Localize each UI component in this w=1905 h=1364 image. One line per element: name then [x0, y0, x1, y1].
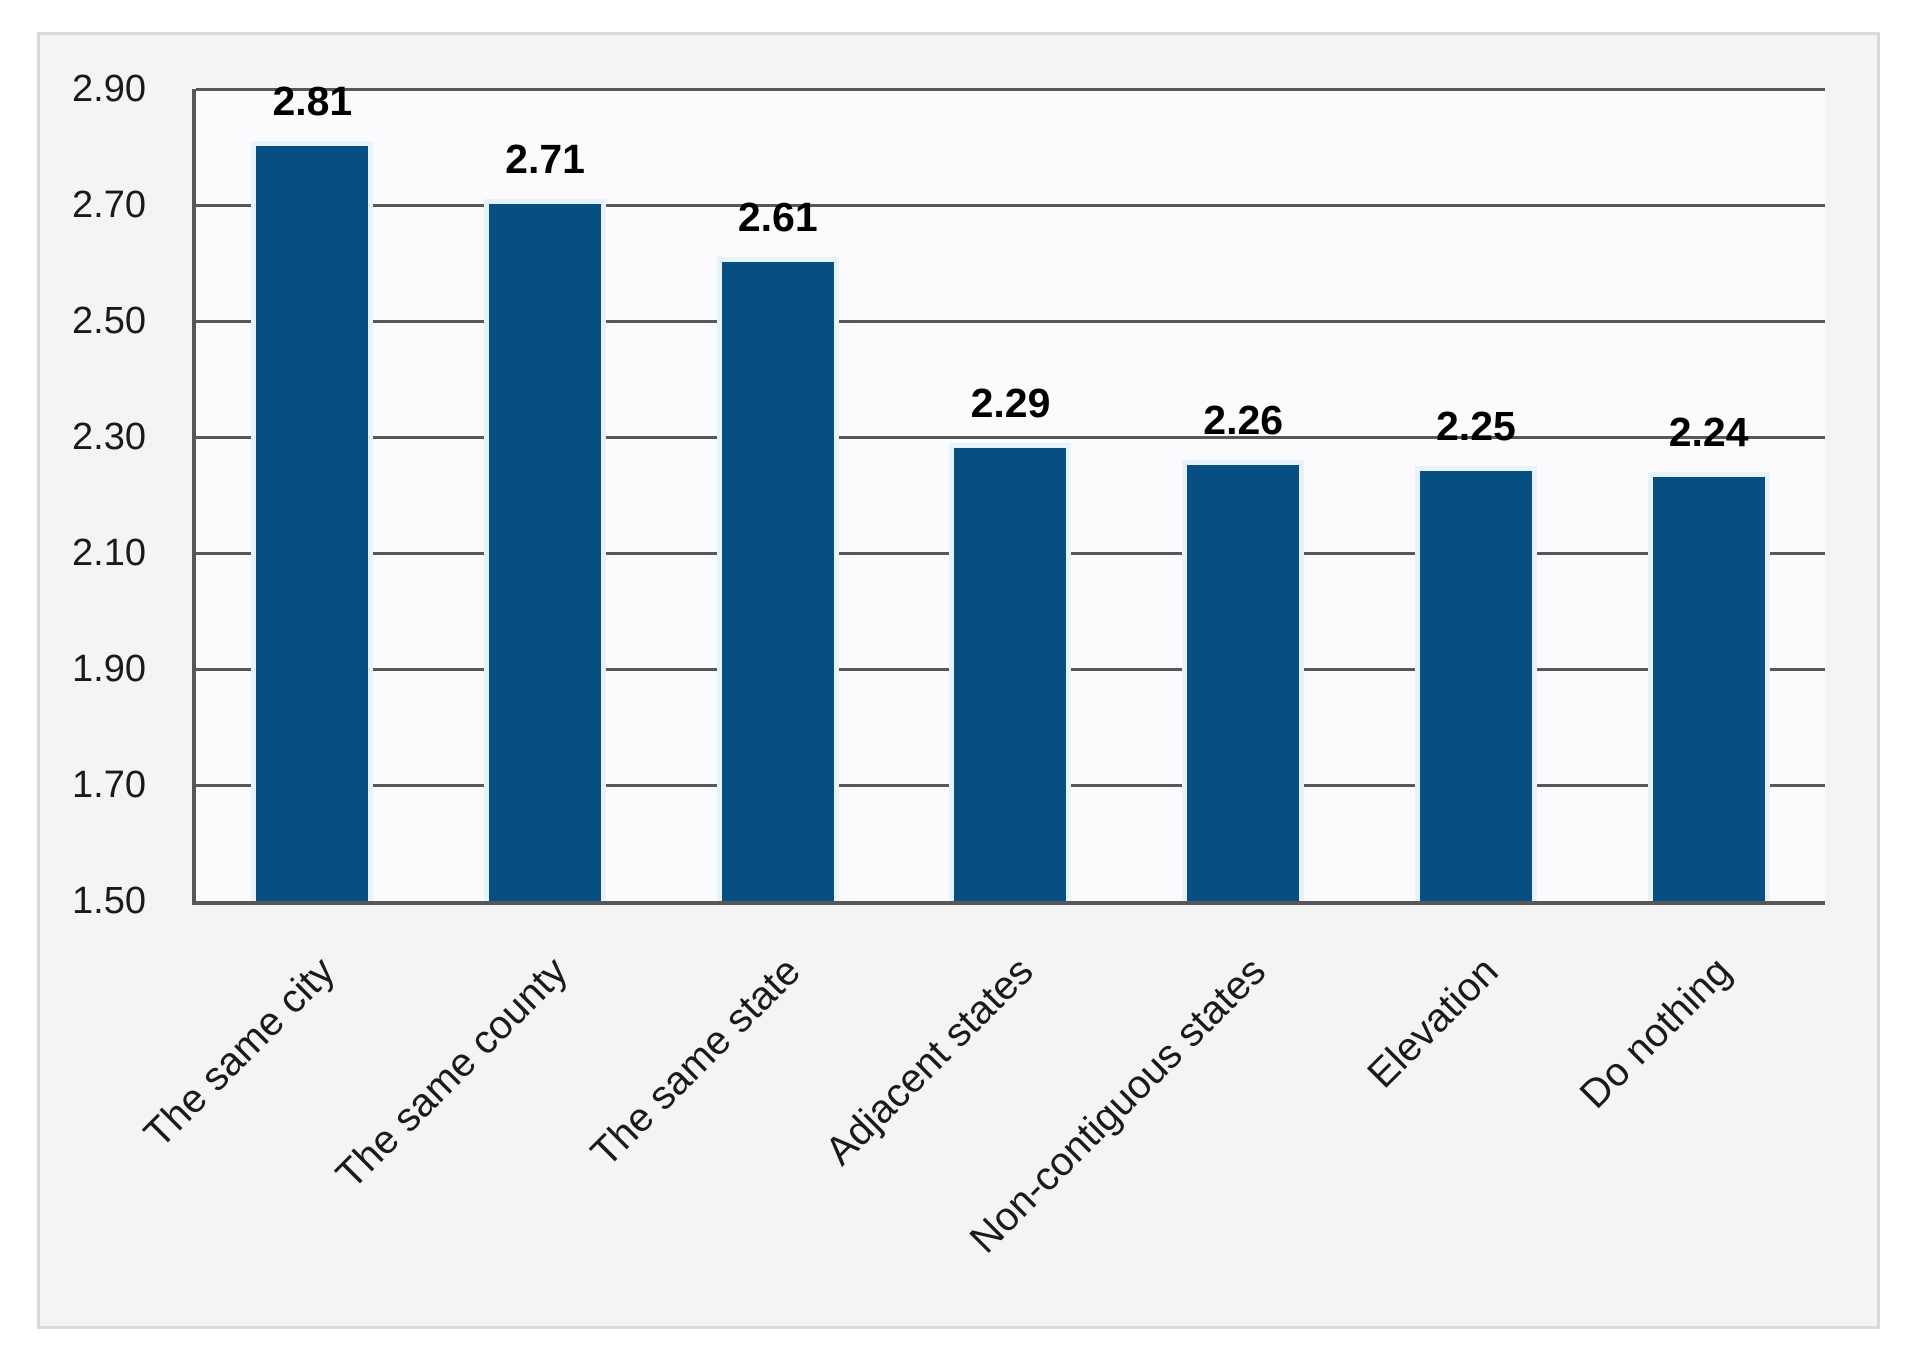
bar-value-label: 2.24: [1668, 409, 1749, 455]
plot-area: 2.90 2.70 2.50 2.30 2.10 1.90 1.70 1.50 2.81 The…: [72, 68, 1825, 1262]
x-axis-label: The same county: [328, 949, 577, 1198]
bar-value-label: 2.61: [737, 194, 818, 240]
bar: [1647, 472, 1770, 901]
bar-value-label: 2.26: [1203, 397, 1284, 443]
bar-value-label: 2.25: [1436, 403, 1516, 449]
gridline: [196, 436, 1825, 439]
y-axis-tick-label: 1.90: [72, 648, 146, 690]
category-cell: 2.24 Do nothing: [1572, 89, 1825, 1117]
x-axis-label: Do nothing: [1571, 949, 1740, 1117]
bar: [484, 199, 607, 901]
gridline: [196, 88, 1825, 91]
x-axis-label: Adjacent states: [817, 949, 1042, 1174]
category-cell: 2.61 The same state: [583, 89, 894, 1175]
x-axis-label: The same state: [582, 949, 809, 1176]
y-axis-tick-label: 2.90: [72, 68, 146, 110]
bar-value-label: 2.81: [272, 78, 353, 124]
category-cell: 2.29 Adjacent states: [817, 89, 1127, 1174]
y-axis-tick-label: 2.30: [72, 416, 146, 458]
y-axis-tick-label: 1.50: [72, 880, 146, 922]
y-axis-tick-label: 2.10: [72, 532, 146, 574]
bar-value-label: 2.29: [970, 380, 1051, 426]
x-axis-label: Elevation: [1359, 949, 1508, 1097]
bar: [1182, 460, 1305, 901]
bar: [716, 257, 839, 901]
x-axis-label: The same city: [136, 949, 344, 1157]
category-cell: 2.81 The same city: [136, 78, 429, 1156]
category-cell: 2.26 Non-contiguous states: [962, 89, 1360, 1262]
gridline: [196, 204, 1825, 207]
category-cell: 2.25 Elevation: [1360, 89, 1593, 1096]
y-axis-tick-label: 1.70: [72, 764, 146, 806]
bar: [251, 141, 374, 901]
category-cell: 2.71 The same county: [328, 89, 662, 1197]
y-axis-tick-label: 2.50: [72, 300, 146, 342]
y-axis-tick-label: 2.70: [72, 184, 146, 226]
bar-value-label: 2.71: [505, 136, 585, 182]
gridline: [196, 320, 1825, 323]
bar: [1414, 466, 1537, 901]
chart-container: 2.90 2.70 2.50 2.30 2.10 1.90 1.70 1.50 2.81 The…: [37, 32, 1880, 1329]
bar: [949, 443, 1072, 901]
